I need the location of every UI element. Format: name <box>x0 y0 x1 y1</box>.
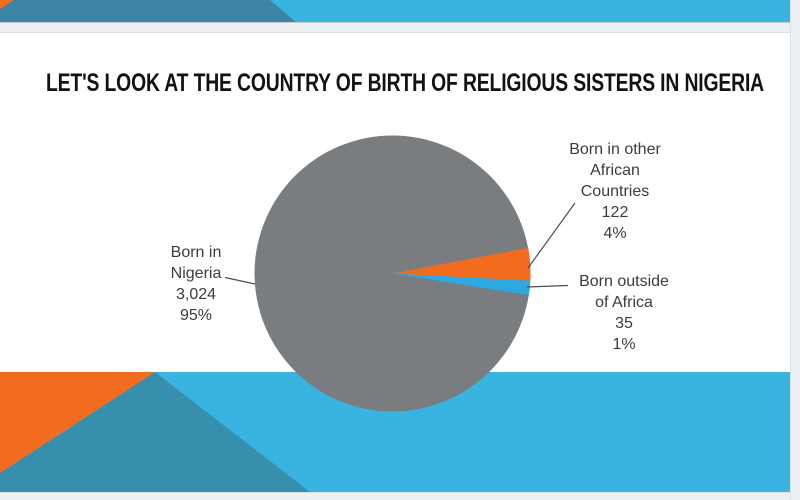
slide-canvas: LET'S LOOK AT THE COUNTRY OF BIRTH OF RE… <box>0 0 790 492</box>
callout-line: Nigeria <box>170 265 222 282</box>
pie-slice-born-in-nigeria <box>254 135 531 412</box>
callout-line: Countries <box>580 183 650 200</box>
callout-line: Born in other <box>569 141 661 158</box>
callout-percent: 1% <box>612 336 636 353</box>
slide-title: LET'S LOOK AT THE COUNTRY OF BIRTH OF RE… <box>46 69 764 97</box>
banner-divider-strip <box>0 22 790 33</box>
top-banner-teal-shape <box>0 0 296 22</box>
top-banner-decoration <box>0 0 790 22</box>
callout-line: African <box>590 162 640 179</box>
callout-line: Born outside <box>579 273 669 290</box>
bottom-banner-teal-triangle <box>0 372 310 492</box>
callout-percent: 4% <box>603 225 627 242</box>
callout-line: Born in <box>170 244 222 261</box>
callout-born-in-nigeria: Born in Nigeria 3,024 95% <box>126 242 266 326</box>
viewer-right-margin <box>790 0 800 500</box>
bottom-banner-orange-triangle <box>0 372 155 473</box>
callout-value: 35 <box>615 315 633 332</box>
pie-slice-outside-africa <box>392 273 531 296</box>
bottom-banner-decoration <box>0 372 790 492</box>
callout-value: 122 <box>601 204 629 221</box>
callout-percent: 95% <box>179 307 213 324</box>
callout-other-african-countries: Born in other African Countries 122 4% <box>535 139 695 244</box>
viewer-bottom-margin <box>0 492 790 500</box>
top-banner-orange-corner <box>0 0 14 9</box>
callout-line: of Africa <box>595 294 653 311</box>
title-container: LET'S LOOK AT THE COUNTRY OF BIRTH OF RE… <box>46 70 786 100</box>
callout-born-outside-africa: Born outside of Africa 35 1% <box>544 271 704 355</box>
callout-value: 3,024 <box>175 286 217 303</box>
pie-slice-other-african-countries <box>392 247 531 281</box>
